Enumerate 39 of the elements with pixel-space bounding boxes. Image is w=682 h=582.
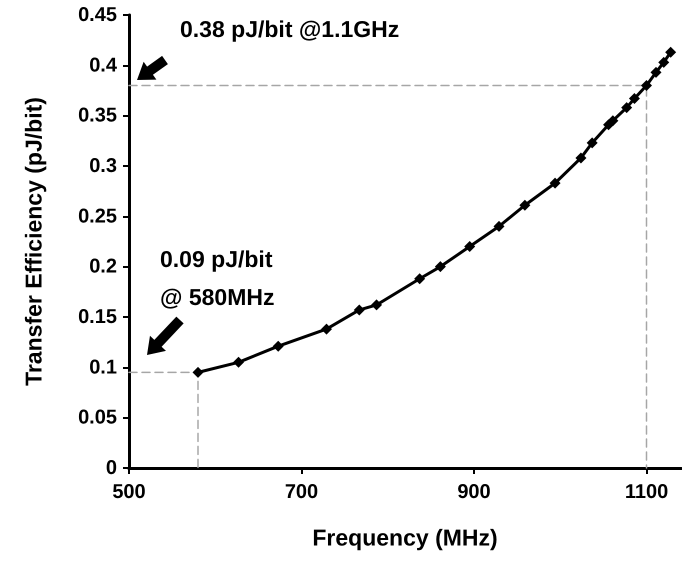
y-tick-label: 0.05: [78, 406, 117, 429]
point: [434, 261, 446, 272]
x-tick-label: 500: [112, 481, 146, 503]
point: [414, 273, 426, 284]
y-tick-label: 0.2: [89, 256, 117, 278]
point: [519, 200, 530, 211]
y-tick-label: 0.25: [78, 205, 117, 228]
point: [607, 115, 618, 126]
point: [192, 366, 204, 378]
y-tick-label: 0.4: [89, 54, 118, 76]
y-tick-label: 0: [106, 457, 117, 479]
x-tick-label: 700: [284, 481, 318, 503]
y-tick-label: 0.15: [78, 306, 117, 328]
point: [628, 93, 640, 104]
point: [354, 304, 365, 316]
x-tick-label: 1100: [624, 481, 668, 503]
y-tick-label: 0.35: [78, 104, 117, 127]
y-axis-title: Transfer Efficiency (pJ/bit): [20, 97, 46, 386]
point: [621, 102, 632, 114]
point: [586, 137, 598, 148]
point: [575, 152, 586, 164]
annotation: 0.38 pJ/bit @1.1GHz: [180, 15, 400, 44]
point: [550, 178, 561, 189]
point: [464, 241, 476, 252]
point: [272, 340, 284, 352]
x-axis-title: Frequency (MHz): [312, 524, 498, 550]
point: [321, 324, 332, 335]
point: [494, 220, 505, 232]
point: [233, 356, 244, 368]
point: [665, 46, 676, 58]
y-tick-label: 0.45: [78, 4, 117, 26]
point: [641, 80, 652, 91]
point: [650, 66, 662, 78]
annotation: 0.09 pJ/bit @ 580MHz: [160, 245, 274, 312]
point: [371, 299, 382, 310]
y-tick-label: 0.1: [89, 356, 117, 378]
y-tick-label: 0.3: [89, 155, 117, 177]
x-tick-label: 900: [457, 481, 491, 503]
point: [658, 56, 670, 68]
